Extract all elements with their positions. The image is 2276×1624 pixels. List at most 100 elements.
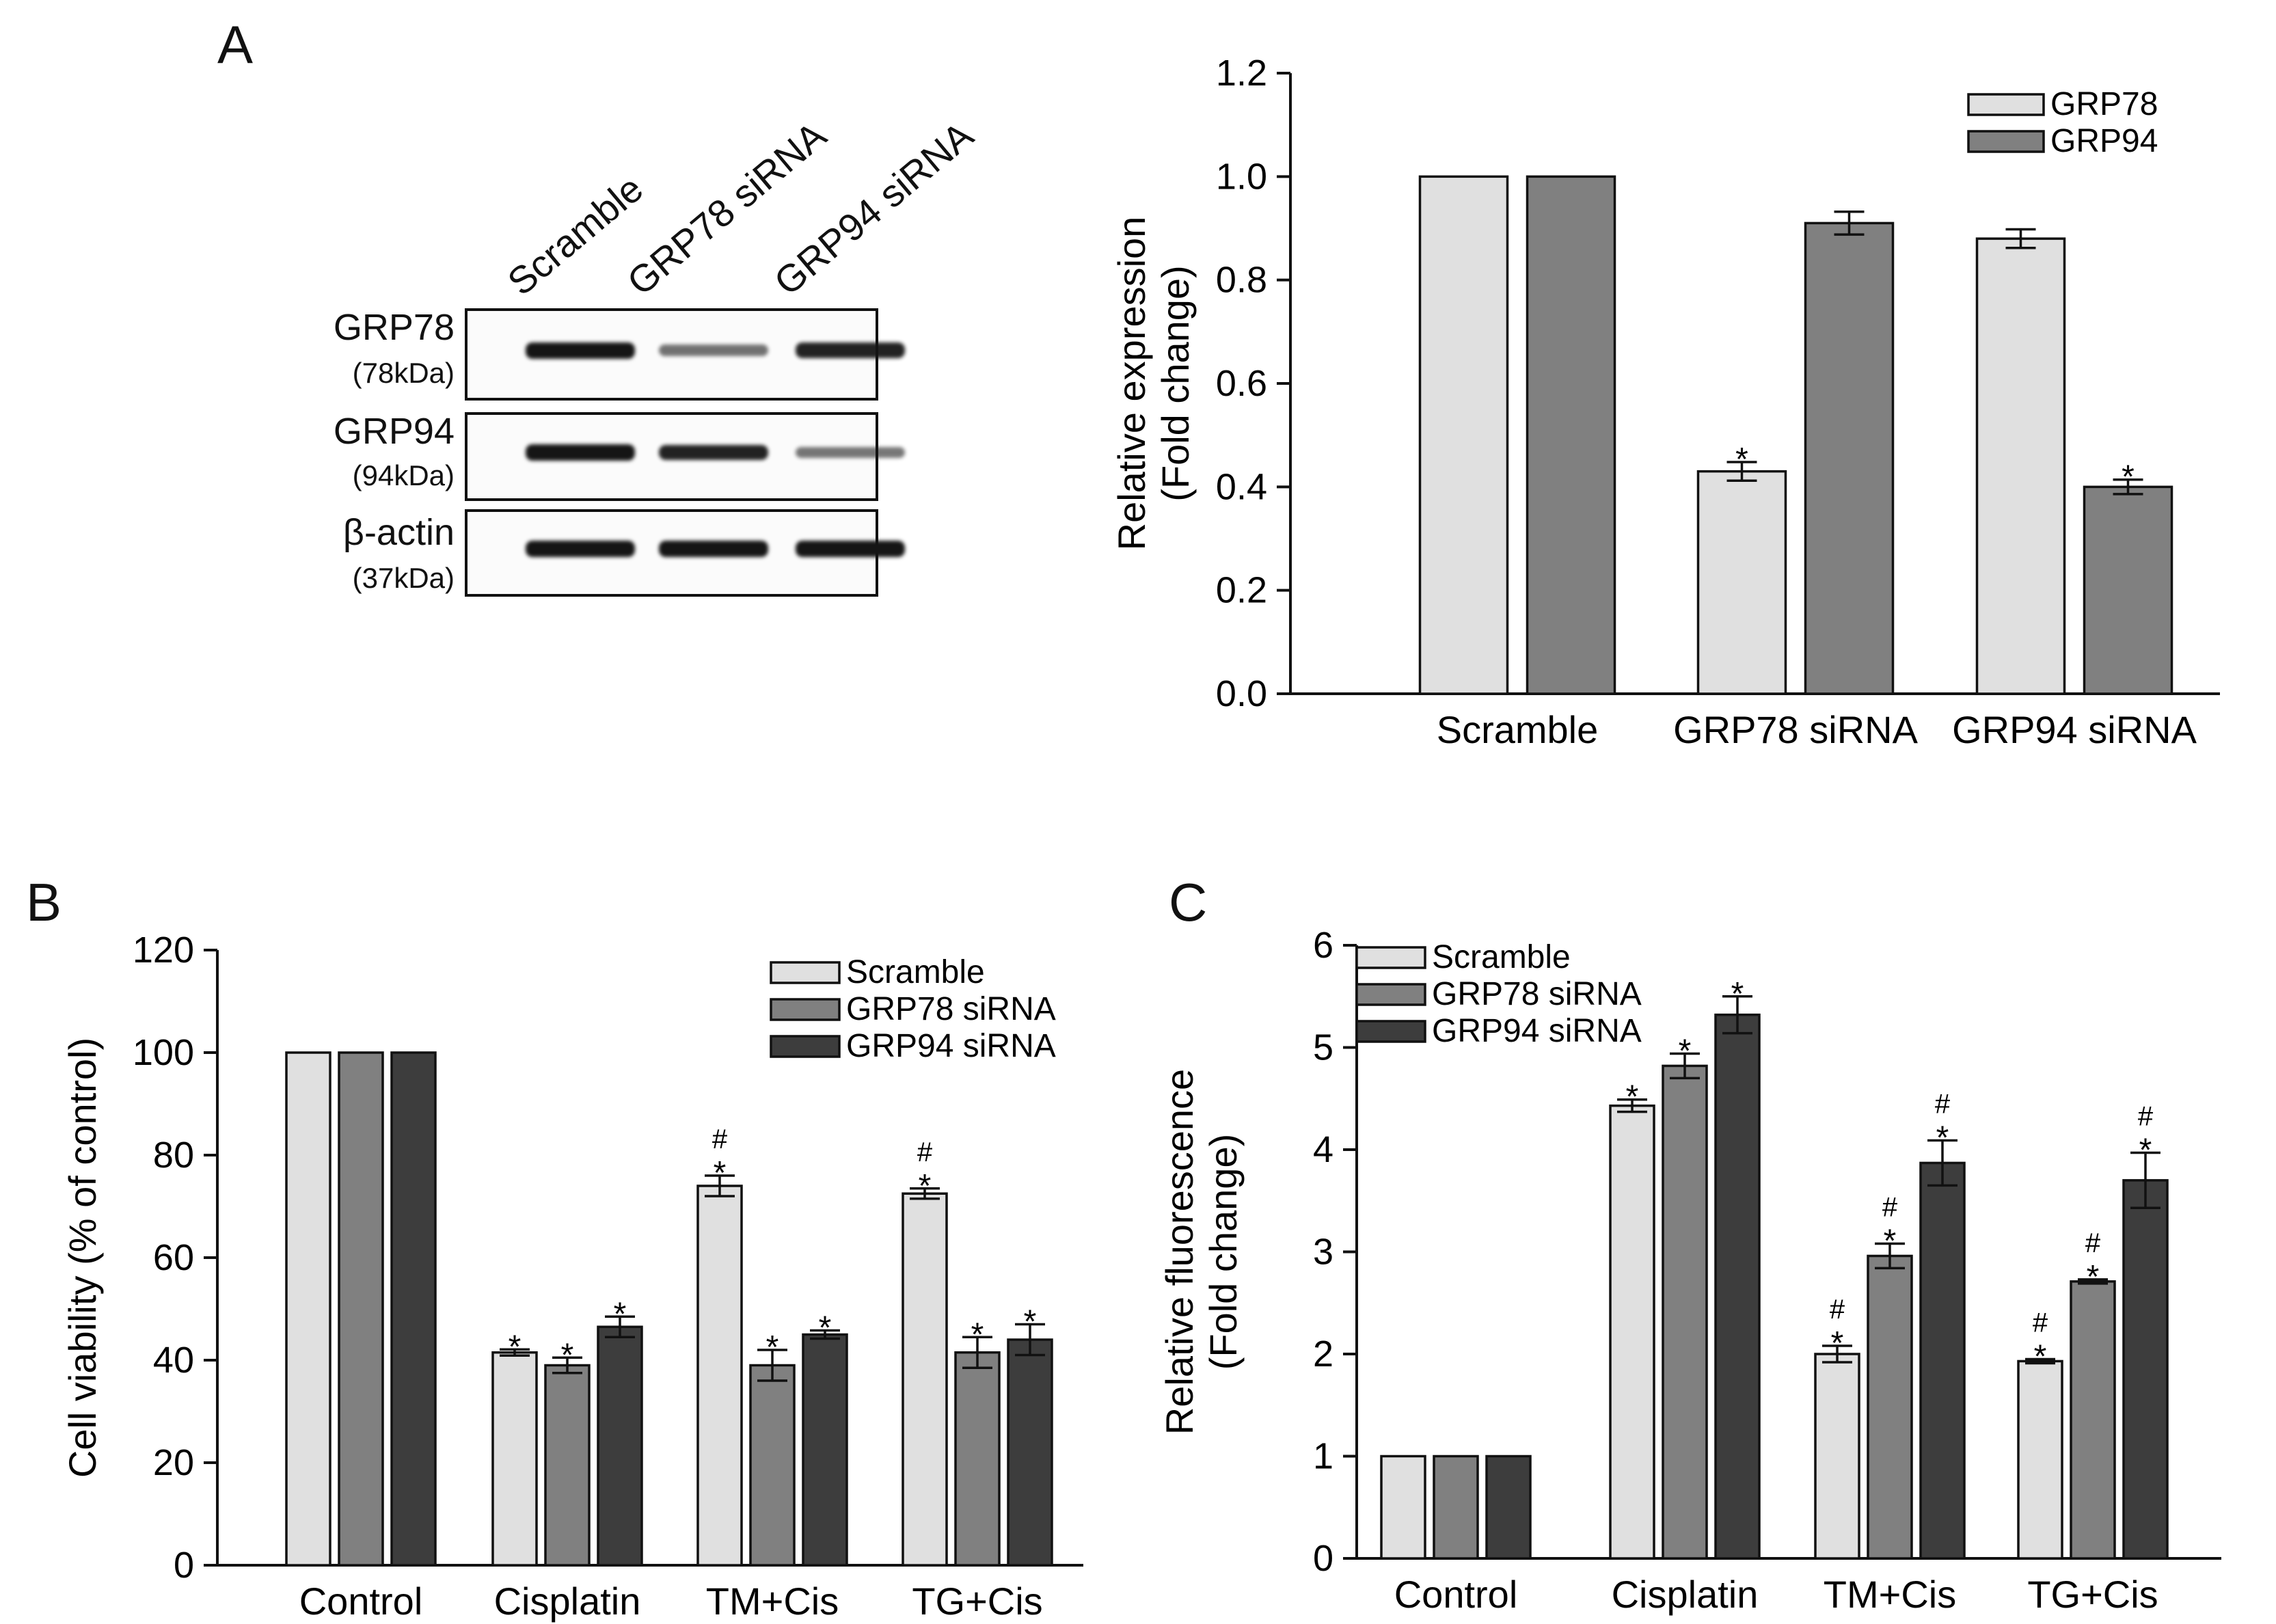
significance-star: * <box>1831 1325 1844 1362</box>
x-tick-label: Scramble <box>1437 708 1599 751</box>
significance-star: * <box>1679 1033 1692 1069</box>
significance-star: * <box>1735 442 1748 478</box>
bar <box>1919 1161 1966 1560</box>
blot-band <box>526 342 635 359</box>
legend-label: GRP94 siRNA <box>846 1028 1056 1064</box>
y-tick-label: 0.2 <box>1216 570 1267 611</box>
blot-band <box>796 541 905 557</box>
blot-band <box>659 444 768 461</box>
significance-star: * <box>714 1155 727 1191</box>
blot-strip-grp78 <box>465 308 905 401</box>
bar <box>1418 175 1509 695</box>
blot-band <box>659 541 768 557</box>
legend-swatch <box>1967 130 2045 153</box>
legend-label: Scramble <box>846 954 985 990</box>
significance-hash: # <box>1830 1295 1845 1325</box>
y-tick-label: 120 <box>133 930 194 971</box>
significance-star: * <box>766 1329 779 1366</box>
legend-label: GRP94 <box>2050 123 2158 159</box>
blot-row-label-grp78: GRP78 <box>333 307 455 348</box>
y-tick-label: 5 <box>1313 1027 1333 1068</box>
significance-star: * <box>971 1316 984 1353</box>
y-axis-label: (Fold change) <box>1154 265 1197 502</box>
y-tick-label: 6 <box>1313 925 1333 966</box>
significance-star: * <box>1884 1223 1897 1260</box>
blot-band <box>526 541 635 557</box>
bar <box>802 1333 848 1567</box>
y-axis-label: (Fold change) <box>1202 1134 1245 1370</box>
significance-hash: # <box>2033 1308 2048 1338</box>
bar <box>2122 1179 2169 1560</box>
significance-hash: # <box>1935 1090 1951 1120</box>
bar <box>1526 175 1616 695</box>
bar <box>2083 485 2173 695</box>
legend-swatch <box>1355 1020 1426 1043</box>
significance-star: * <box>509 1329 521 1365</box>
legend-swatch <box>770 1035 841 1058</box>
bar <box>1609 1104 1655 1560</box>
y-tick-label: 80 <box>153 1135 194 1176</box>
bar <box>954 1351 1001 1567</box>
y-tick-label: 3 <box>1313 1232 1333 1273</box>
legend-swatch <box>770 998 841 1021</box>
panel-label-b: B <box>26 872 62 932</box>
bar <box>749 1364 796 1567</box>
significance-star: * <box>919 1168 932 1204</box>
significance-hash: # <box>2138 1101 2154 1131</box>
legend-label: GRP78 <box>2050 86 2158 122</box>
y-tick-label: 1.2 <box>1216 53 1267 94</box>
y-tick-label: 0 <box>174 1545 194 1586</box>
y-axis-label: Relative expression <box>1110 217 1153 551</box>
blot-strip-beta-actin <box>465 509 905 597</box>
blot-band <box>796 342 905 358</box>
x-tick-label: Control <box>299 1580 423 1623</box>
significance-star: * <box>1731 976 1744 1012</box>
significance-hash: # <box>1882 1193 1898 1223</box>
y-tick-label: 0.6 <box>1216 363 1267 404</box>
bar <box>1662 1064 1708 1560</box>
x-tick-label: GRP78 siRNA <box>1673 708 1919 751</box>
legend-label: GRP78 siRNA <box>846 991 1056 1027</box>
y-tick-label: 4 <box>1313 1129 1333 1170</box>
x-tick-label: TM+Cis <box>1824 1573 1956 1616</box>
blot-row-kda-grp94: (94kDa) <box>352 459 455 491</box>
x-tick-label: GRP94 siRNA <box>1952 708 2197 751</box>
legend-label: Scramble <box>1432 939 1571 975</box>
y-axis-label: Relative fluorescence <box>1158 1069 1201 1435</box>
bar <box>285 1051 331 1567</box>
bar <box>2017 1359 2063 1560</box>
y-tick-label: 1.0 <box>1216 156 1267 197</box>
significance-star: * <box>1626 1079 1639 1115</box>
y-tick-label: 20 <box>153 1442 194 1483</box>
significance-star: * <box>2087 1259 2100 1295</box>
bar <box>1975 237 2066 695</box>
bar <box>544 1364 591 1567</box>
bar <box>338 1051 384 1567</box>
bar <box>1714 1013 1761 1560</box>
significance-star: * <box>2034 1338 2047 1375</box>
bar <box>390 1051 437 1567</box>
y-tick-label: 0 <box>1313 1538 1333 1579</box>
bar <box>2070 1280 2116 1560</box>
blot-row-kda-beta-actin: (37kDa) <box>352 562 455 594</box>
x-tick-label: Control <box>1394 1573 1518 1616</box>
y-axis-label: Cell viability (% of control) <box>61 1038 104 1478</box>
bar <box>1804 221 1895 695</box>
panel-label-c: C <box>1169 872 1208 932</box>
bar <box>1007 1338 1053 1567</box>
blot-band <box>659 344 768 356</box>
bar <box>1814 1353 1860 1560</box>
blot-row-kda-grp78: (78kDa) <box>352 357 455 389</box>
significance-star: * <box>819 1310 832 1346</box>
bar <box>1433 1454 1479 1560</box>
significance-hash: # <box>2085 1228 2101 1258</box>
bar <box>1696 470 1787 695</box>
y-tick-label: 2 <box>1313 1334 1333 1375</box>
y-tick-label: 1 <box>1313 1436 1333 1477</box>
legend-swatch <box>1967 93 2045 116</box>
legend-swatch <box>1355 983 1426 1006</box>
bar <box>597 1325 643 1567</box>
x-tick-label: TG+Cis <box>912 1580 1042 1623</box>
